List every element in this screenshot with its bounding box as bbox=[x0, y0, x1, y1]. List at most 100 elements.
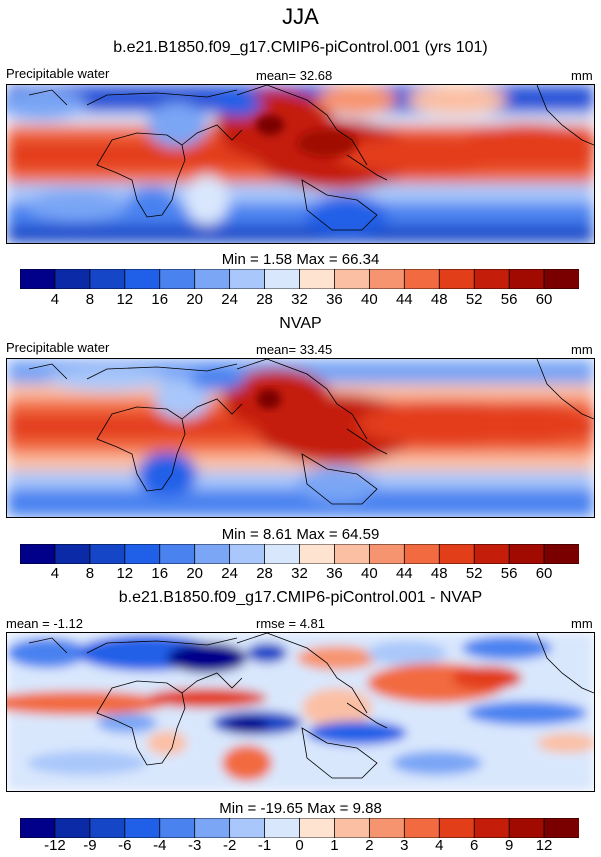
colorbar-tick-label: 60 bbox=[535, 565, 553, 582]
colorbar-tick-label: 44 bbox=[395, 565, 413, 582]
colorbar-tick-label: -12 bbox=[44, 837, 66, 854]
panel1-map bbox=[6, 84, 595, 244]
panel1-colorbar-svg bbox=[19, 268, 580, 290]
colorbar-box bbox=[403, 268, 441, 290]
colorbar-tick-label: 48 bbox=[430, 291, 448, 308]
panel3-heading: b.e21.B1850.f09_g17.CMIP6-piControl.001 … bbox=[118, 589, 483, 606]
colorbar-box bbox=[264, 817, 301, 839]
panel1-mean-label: mean= 32.68 bbox=[256, 68, 333, 83]
colorbar-tick-label: 3 bbox=[400, 837, 409, 854]
panel3-colorbar-svg bbox=[19, 817, 580, 839]
colorbar-tick-label: 44 bbox=[395, 291, 413, 308]
colorbar-box bbox=[473, 268, 511, 290]
colorbar-box bbox=[19, 817, 56, 839]
panel2-minmax: Min = 8.61 Max = 64.59 bbox=[221, 526, 380, 543]
colorbar-tick-label: -3 bbox=[188, 837, 202, 854]
panel2-heading: NVAP bbox=[279, 315, 322, 332]
colorbar-tick-label: 36 bbox=[326, 565, 343, 582]
panel1-minmax: Min = 1.58 Max = 66.34 bbox=[221, 251, 380, 268]
colorbar-tick-label: 48 bbox=[430, 565, 448, 582]
colorbar-box bbox=[19, 543, 56, 565]
colorbar-box bbox=[299, 268, 336, 290]
panel2-mean-label: mean= 33.45 bbox=[256, 342, 333, 357]
colorbar-box bbox=[368, 543, 406, 565]
panel1-colorbar bbox=[19, 268, 580, 290]
colorbar-box bbox=[438, 543, 476, 565]
colorbar-tick-label: 32 bbox=[291, 291, 308, 308]
colorbar-tick-label: 28 bbox=[256, 291, 273, 308]
panel3-minmax: Min = -19.65 Max = 9.88 bbox=[219, 800, 382, 817]
colorbar-box bbox=[159, 543, 196, 565]
colorbar-box bbox=[124, 817, 161, 839]
colorbar-box bbox=[229, 543, 266, 565]
colorbar-box bbox=[334, 268, 371, 290]
panel3-rmse-label: rmse = 4.81 bbox=[256, 616, 326, 631]
colorbar-box bbox=[194, 543, 231, 565]
colorbar-box bbox=[124, 268, 161, 290]
colorbar-box bbox=[438, 268, 476, 290]
colorbar-tick-label: 40 bbox=[361, 291, 378, 308]
colorbar-box bbox=[438, 817, 476, 839]
colorbar-tick-label: -1 bbox=[257, 837, 272, 854]
colorbar-box bbox=[89, 817, 126, 839]
colorbar-tick-label: 12 bbox=[116, 565, 134, 582]
panel3-coastlines bbox=[28, 633, 594, 779]
colorbar-tick-label: 36 bbox=[326, 291, 343, 308]
colorbar-box bbox=[264, 543, 301, 565]
panel2-units-label: mm bbox=[571, 342, 593, 357]
panel3-mean-label: mean = -1.12 bbox=[6, 616, 83, 631]
colorbar-tick-label: 24 bbox=[221, 565, 238, 582]
colorbar-box bbox=[54, 543, 91, 565]
panel3-colorbar-labels: -12 -9 -6 -4 -3 -2 -1 0 1 2 3 4 6 9 12 bbox=[20, 837, 579, 857]
colorbar-tick-label: 4 bbox=[50, 565, 60, 582]
colorbar-box bbox=[229, 817, 266, 839]
colorbar-box bbox=[89, 268, 126, 290]
colorbar-tick-label: 32 bbox=[291, 565, 308, 582]
colorbar-box bbox=[194, 268, 231, 290]
colorbar-box bbox=[508, 817, 545, 839]
colorbar-box bbox=[543, 268, 580, 290]
colorbar-tick-label: 56 bbox=[500, 291, 518, 308]
panel1-coastlines bbox=[28, 85, 594, 231]
colorbar-tick-label: 12 bbox=[535, 837, 553, 854]
colorbar-box bbox=[159, 817, 196, 839]
figure-subtitle: b.e21.B1850.f09_g17.CMIP6-piControl.001 … bbox=[113, 39, 488, 56]
colorbar-tick-label: 12 bbox=[116, 291, 134, 308]
panel1-map-svg bbox=[7, 85, 594, 243]
colorbar-box bbox=[124, 543, 161, 565]
colorbar-box bbox=[229, 268, 266, 290]
panel2-left-label: Precipitable water bbox=[6, 340, 110, 355]
colorbar-box bbox=[473, 543, 511, 565]
figure-title: JJA bbox=[282, 4, 319, 29]
panel2-colorbar-labels: 4 8 12 16 20 24 28 32 36 40 44 48 52 56 60 bbox=[20, 565, 579, 585]
colorbar-tick-label: 4 bbox=[50, 291, 60, 308]
colorbar-box bbox=[403, 543, 441, 565]
colorbar-box bbox=[194, 817, 231, 839]
panel3-colorbar bbox=[19, 817, 580, 839]
colorbar-tick-label: 40 bbox=[361, 565, 378, 582]
colorbar-box bbox=[508, 268, 545, 290]
colorbar-box bbox=[334, 543, 371, 565]
colorbar-tick-label: -6 bbox=[118, 837, 132, 854]
colorbar-box bbox=[54, 268, 91, 290]
panel1-units-label: mm bbox=[571, 68, 593, 83]
colorbar-box bbox=[543, 817, 580, 839]
panel3-map-svg bbox=[7, 633, 594, 791]
panel2-coastlines bbox=[28, 359, 594, 505]
colorbar-tick-label: 56 bbox=[500, 565, 518, 582]
colorbar-box bbox=[264, 268, 301, 290]
colorbar-tick-label: 2 bbox=[365, 837, 374, 854]
colorbar-tick-label: 9 bbox=[504, 837, 514, 854]
colorbar-box bbox=[368, 817, 406, 839]
panel2-map bbox=[6, 358, 595, 518]
panel2-colorbar bbox=[19, 543, 580, 565]
colorbar-tick-label: 52 bbox=[465, 565, 483, 582]
colorbar-box bbox=[299, 817, 336, 839]
panel2-map-svg bbox=[7, 359, 594, 517]
colorbar-box bbox=[368, 268, 406, 290]
colorbar-tick-label: 60 bbox=[535, 291, 553, 308]
colorbar-tick-label: 28 bbox=[256, 565, 273, 582]
panel1-left-label: Precipitable water bbox=[6, 66, 110, 81]
colorbar-box bbox=[473, 817, 511, 839]
colorbar-box bbox=[543, 543, 580, 565]
